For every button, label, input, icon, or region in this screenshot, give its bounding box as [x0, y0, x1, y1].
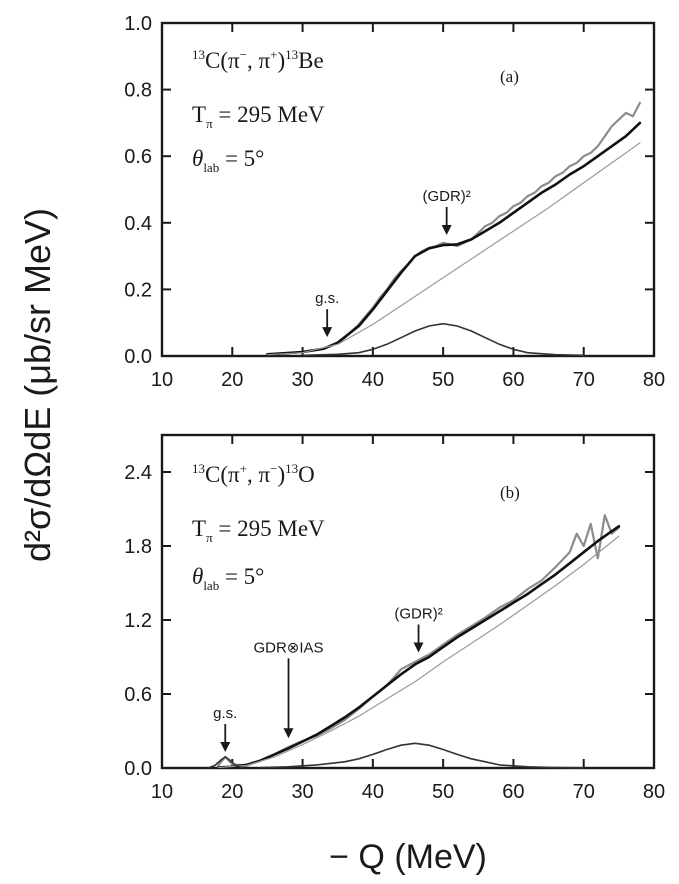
- series-data: [266, 101, 642, 356]
- y-axis-label: d²σ/dΩdE (μb/sr MeV): [17, 208, 58, 562]
- annotation-label: g.s.: [315, 290, 339, 307]
- x-tick-label: 10: [151, 781, 173, 803]
- annotation-label: g.s.: [213, 705, 237, 722]
- series-a: [266, 101, 642, 357]
- x-tick-label: 80: [643, 369, 665, 391]
- x-tick-label: 60: [502, 369, 524, 391]
- series-gdr-peak: [301, 322, 585, 357]
- panel-a: 10 20 30 40 50 60 70 80 0.0 0.2 0.4 0.6 0.8 1.0 g.s. (…: [124, 13, 665, 391]
- y-tick-label: 0.6: [124, 684, 152, 706]
- x-tick-label: 20: [221, 369, 243, 391]
- y-tick-label: 0.4: [124, 213, 152, 235]
- annotation-arrow-head: [322, 327, 333, 338]
- plot-frame-b: [160, 433, 656, 770]
- x-tick-label: 20: [221, 781, 243, 803]
- annotation-arrow-head: [413, 642, 424, 653]
- x-tick-label: 60: [502, 781, 524, 803]
- annotation-label: GDR⊗IAS: [253, 639, 323, 656]
- y-tick-label: 1.8: [124, 536, 152, 558]
- series-total-fit: [216, 524, 621, 769]
- y-tick-label: 1.0: [124, 13, 152, 35]
- angle-label-a: θlab = 5°: [192, 146, 264, 175]
- x-tick-label: 50: [432, 369, 454, 391]
- y-tick-label: 1.2: [124, 610, 152, 632]
- x-tick-label: 40: [362, 781, 384, 803]
- y-tick-label: 0.6: [124, 146, 152, 168]
- x-axis-label: − Q (MeV): [329, 838, 487, 876]
- x-tick-label: 30: [291, 781, 313, 803]
- arrows-a: g.s. (GDR)²: [315, 188, 471, 338]
- panel-tag-b: (b): [500, 483, 520, 502]
- y-tick-label: 2.4: [124, 462, 152, 484]
- angle-label-b: θlab = 5°: [192, 564, 264, 593]
- y-tick-label: 0.0: [124, 758, 152, 780]
- annotation-arrow-head: [441, 224, 452, 235]
- panel-b: 10 20 30 40 50 60 70 80 0.0 0.6 1.2 1.8 2.4 g.s. GDR⊗…: [124, 433, 665, 803]
- axis-ticks-a: 10 20 30 40 50 60 70 80 0.0 0.2 0.4 0.6 0.8 1.0: [124, 13, 665, 391]
- reaction-label-b: 13C(π+, π−)13O: [192, 461, 315, 487]
- reaction-label-a: 13C(π−, π+)13Be: [192, 47, 324, 73]
- energy-label-b: Tπ = 295 MeV: [192, 516, 325, 545]
- energy-label-a: Tπ = 295 MeV: [192, 102, 325, 131]
- y-tick-label: 0.0: [124, 346, 152, 368]
- series-g-s-peak: [206, 756, 244, 769]
- annotation-arrow-head: [283, 728, 294, 739]
- annotation-arrow-head: [220, 742, 231, 752]
- y-tick-label: 0.2: [124, 279, 152, 301]
- axis-ticks-b: 10 20 30 40 50 60 70 80 0.0 0.6 1.2 1.8 2.4: [124, 435, 665, 803]
- series-gdr-peak: [259, 742, 585, 769]
- x-tick-label: 10: [151, 369, 173, 391]
- x-tick-label: 70: [573, 781, 595, 803]
- y-tick-label: 0.8: [124, 80, 152, 102]
- x-tick-label: 30: [291, 369, 313, 391]
- arrows-b: g.s. GDR⊗IAS (GDR)²: [213, 606, 443, 752]
- x-tick-label: 50: [432, 781, 454, 803]
- series-b: [206, 514, 621, 769]
- annotation-label: (GDR)²: [422, 188, 470, 205]
- plot-frame-a: [160, 21, 656, 358]
- annotation-label: (GDR)²: [394, 606, 442, 623]
- x-tick-label: 40: [362, 369, 384, 391]
- x-tick-label: 70: [573, 369, 595, 391]
- x-tick-label: 80: [643, 781, 665, 803]
- series-total-fit: [266, 121, 642, 356]
- panel-tag-a: (a): [500, 67, 519, 86]
- series-background: [217, 535, 620, 769]
- series-background: [266, 142, 641, 356]
